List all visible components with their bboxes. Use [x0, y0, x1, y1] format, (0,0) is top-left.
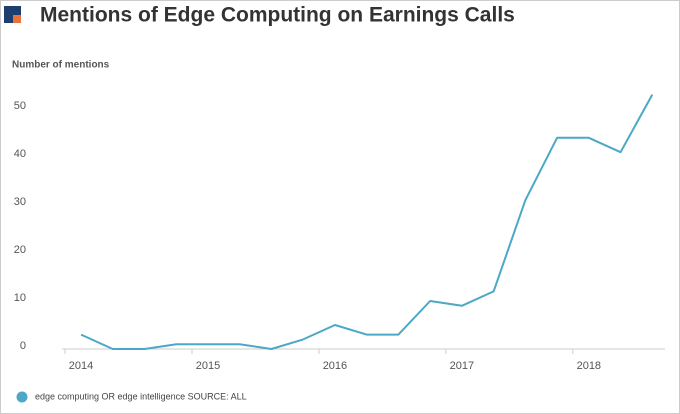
- y-tick-label: 10: [14, 292, 26, 304]
- legend-label: edge computing OR edge intelligence SOUR…: [35, 391, 247, 401]
- x-tick-label: 2016: [323, 360, 347, 372]
- y-axis-label: Number of mentions: [12, 60, 110, 71]
- y-tick-label: 30: [14, 196, 26, 208]
- logo: [4, 6, 21, 23]
- y-tick-label: 0: [20, 340, 26, 352]
- x-tick-label: 2018: [577, 360, 601, 372]
- x-tick-label: 2014: [69, 360, 93, 372]
- series-line: [80, 94, 654, 350]
- x-tick-label: 2015: [196, 360, 220, 372]
- legend-swatch: [16, 391, 28, 403]
- y-tick-label: 40: [14, 148, 26, 160]
- y-tick-label: 20: [14, 244, 26, 256]
- y-tick-label: 50: [14, 100, 26, 112]
- x-tick-label: 2017: [450, 360, 474, 372]
- chart-title: Mentions of Edge Computing on Earnings C…: [40, 4, 515, 27]
